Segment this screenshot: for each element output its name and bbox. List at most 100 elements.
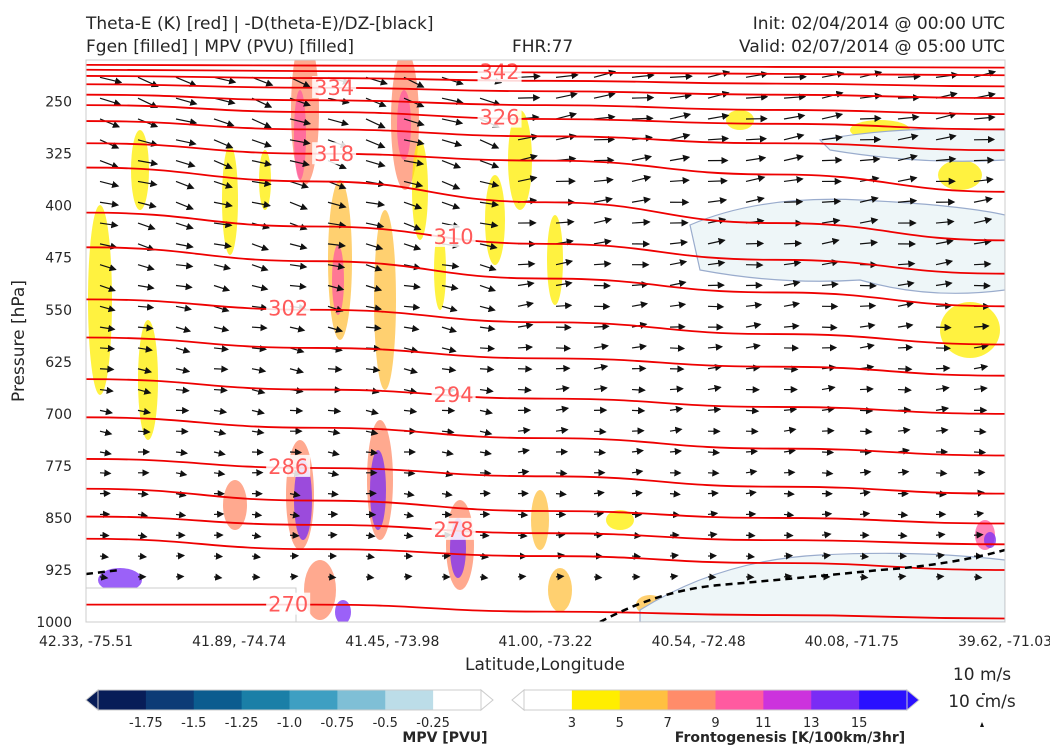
- wind-vector: [175, 386, 190, 394]
- wind-vector: [973, 322, 990, 331]
- fill-patch: [397, 90, 411, 160]
- wind-vector: [251, 428, 265, 436]
- wind-vector: [555, 531, 566, 539]
- wind-vector: [479, 365, 495, 373]
- contour-label: 270: [268, 593, 308, 617]
- colorbar-swatch: [241, 690, 290, 710]
- wind-vector: [859, 407, 874, 415]
- wind-vector: [99, 449, 112, 457]
- wind-vector: [289, 201, 308, 211]
- colorbar-tick: 5: [616, 716, 624, 731]
- wind-vector: [327, 326, 344, 333]
- wind-vector: [897, 260, 916, 268]
- wind-vector: [137, 532, 148, 540]
- wind-vector: [707, 303, 725, 311]
- wind-vector: [631, 552, 642, 560]
- wind-vector: [441, 283, 459, 291]
- wind-vector: [631, 447, 644, 455]
- fill-patch: [606, 510, 634, 530]
- wind-vector: [327, 470, 340, 478]
- wind-vector: [213, 573, 223, 581]
- wind-vector: [441, 366, 457, 374]
- wind-vector: [213, 305, 230, 313]
- contour-label: 318: [314, 142, 354, 166]
- wind-vector: [631, 196, 652, 204]
- wind-vector: [669, 177, 690, 185]
- wind-vector: [745, 135, 768, 143]
- wind-vector: [517, 447, 530, 455]
- wind-vector: [479, 386, 494, 395]
- wind-vector: [897, 133, 919, 141]
- y-tick-label: 400: [45, 199, 72, 215]
- wind-vector: [403, 324, 420, 333]
- wind-vector: [365, 552, 375, 560]
- wind-vector: [859, 114, 882, 123]
- fill-patch: [434, 230, 446, 310]
- wind-vector: [973, 510, 985, 518]
- wind-vector: [593, 91, 616, 99]
- wind-vector: [669, 426, 683, 434]
- wind-vector: [821, 469, 834, 477]
- theta-e-line: [86, 603, 1005, 620]
- fill-patch: [223, 480, 247, 530]
- wind-vector: [99, 469, 112, 477]
- wind-vector: [137, 552, 148, 560]
- wind-vector: [745, 196, 765, 204]
- fill-patch: [548, 568, 572, 612]
- colorbar-swatch: [98, 690, 147, 710]
- wind-vector: [99, 284, 116, 293]
- wind-vector: [327, 449, 340, 457]
- wind-vector: [289, 325, 306, 333]
- wind-vector: [745, 155, 767, 163]
- theta-e-line: [86, 104, 1005, 131]
- theta-e-contours: 270 278 286 294 302 310 318 326 334 342: [86, 60, 1005, 620]
- fill-patch: [332, 245, 344, 315]
- wind-vector: [783, 112, 806, 121]
- colorbar-swatch: [811, 690, 860, 710]
- wind-vector: [555, 405, 570, 413]
- theta-e-line: [86, 537, 1005, 571]
- wind-vector: [441, 97, 464, 105]
- wind-vector: [213, 469, 226, 477]
- wind-vector: [479, 305, 496, 313]
- wind-vector: [517, 72, 541, 81]
- colorbar-tick: -0.25: [416, 716, 450, 731]
- contour-label-bg: [431, 382, 476, 405]
- wind-vector: [821, 112, 844, 120]
- wind-vector: [403, 511, 415, 519]
- wind-vector: [821, 405, 836, 414]
- wind-vector: [707, 510, 719, 518]
- wind-vector: [175, 201, 194, 211]
- colorbar-swatch: [859, 690, 908, 710]
- wind-vector: [783, 239, 803, 248]
- wind-vector: [251, 243, 270, 251]
- y-tick-label: 250: [45, 95, 72, 111]
- fill-patch: [984, 532, 996, 548]
- wind-vector: [745, 448, 759, 456]
- wind-vector: [517, 280, 535, 288]
- wind-vector: [783, 198, 804, 206]
- wind-vector: [289, 511, 301, 519]
- y-tick-label: 550: [45, 303, 72, 319]
- colorbar-tick: -0.5: [373, 716, 398, 731]
- wind-vector: [479, 97, 502, 107]
- wind-vector: [555, 258, 574, 266]
- wind-vector: [137, 324, 154, 332]
- wind-vector: [365, 428, 379, 436]
- wind-vector: [403, 180, 424, 189]
- wind-vector: [137, 180, 158, 188]
- wind-vector: [403, 573, 413, 581]
- wind-vector: [175, 346, 191, 354]
- colorbar-tick: 13: [803, 716, 820, 731]
- wind-vector: [251, 511, 263, 519]
- x-tick-label: 41.89, -74.74: [192, 634, 286, 650]
- fill-patch: [374, 210, 396, 390]
- fill-patch: [547, 215, 563, 305]
- init-time: Init: 02/04/2014 @ 00:00 UTC: [752, 14, 1005, 34]
- wind-vector: [745, 321, 762, 330]
- plot-area: 270 278 286 294 302 310 318 326 334 342: [86, 60, 1005, 622]
- wind-vector: [897, 197, 918, 205]
- colorbar-swatch: [433, 690, 482, 710]
- title-left-line-2: Fgen [filled] | MPV (PVU) [filled]: [86, 37, 355, 57]
